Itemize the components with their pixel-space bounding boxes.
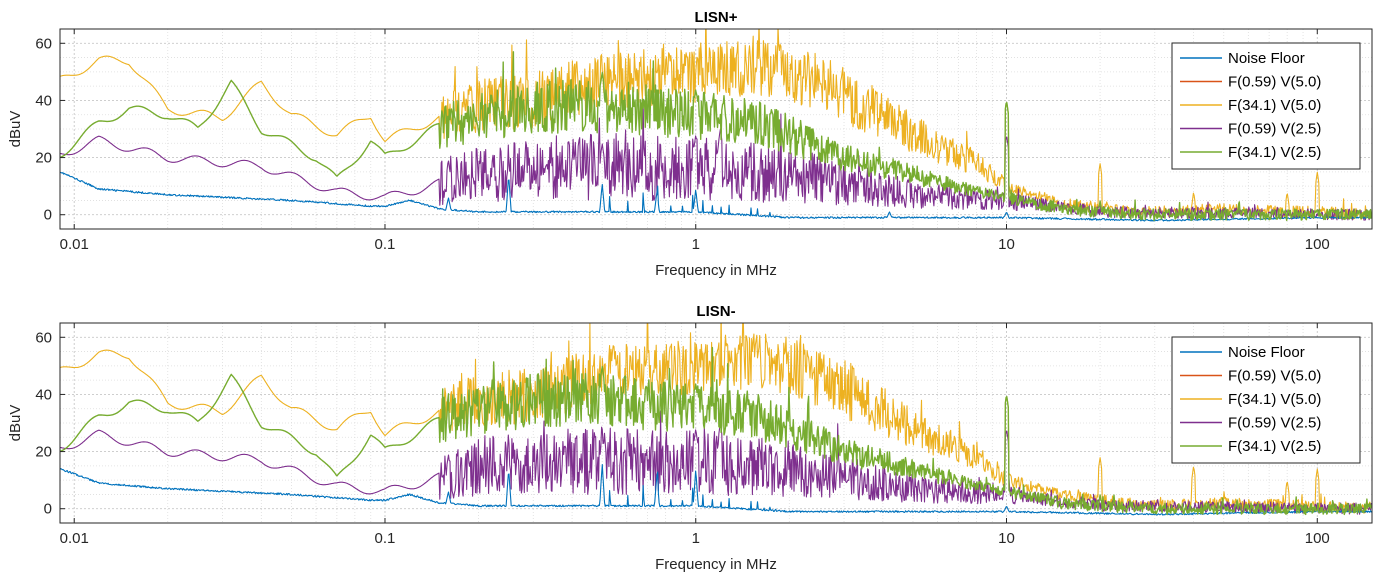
series-layer bbox=[60, 29, 1372, 222]
x-tick-label: 0.01 bbox=[60, 530, 89, 547]
y-tick-label: 40 bbox=[35, 386, 52, 403]
chart-panel-1: 0.01 0.1 1 10 100 0 20 40 60 LISN+ Frequency in MH… bbox=[7, 9, 1373, 279]
x-axis-label: Frequency in MHz bbox=[655, 262, 777, 279]
x-axis-label: Frequency in MHz bbox=[655, 556, 777, 573]
x-tick-label: 1 bbox=[692, 530, 700, 547]
chart-title: LISN+ bbox=[695, 9, 738, 26]
legend-box bbox=[1171, 42, 1361, 170]
series-line-1 bbox=[60, 171, 1372, 222]
legend: Noise Floor F(0.59) V(5.0) F(34.1) V(5.0) F… bbox=[1171, 42, 1361, 170]
legend-label: F(34.1) V(5.0) bbox=[1228, 391, 1321, 408]
plot-area bbox=[60, 29, 1372, 229]
axes-box bbox=[59, 28, 1373, 230]
series-line-5 bbox=[60, 51, 1372, 222]
legend-label: F(0.59) V(2.5) bbox=[1228, 121, 1321, 138]
legend-box bbox=[1171, 336, 1361, 464]
x-tick-label: 10 bbox=[998, 236, 1015, 253]
y-tick-label: 60 bbox=[35, 329, 52, 346]
x-tick-label: 10 bbox=[998, 530, 1015, 547]
legend-label: Noise Floor bbox=[1228, 344, 1305, 361]
legend-label: F(0.59) V(5.0) bbox=[1228, 74, 1321, 91]
axes-box bbox=[59, 322, 1373, 524]
y-tick-label: 0 bbox=[44, 207, 52, 224]
legend-label: F(34.1) V(2.5) bbox=[1228, 144, 1321, 161]
chart-title: LISN- bbox=[696, 303, 735, 320]
legend-label: F(0.59) V(5.0) bbox=[1228, 368, 1321, 385]
legend-label: Noise Floor bbox=[1228, 50, 1305, 67]
series-layer bbox=[60, 323, 1372, 516]
x-tick-label: 100 bbox=[1305, 530, 1330, 547]
x-tick-label: 1 bbox=[692, 236, 700, 253]
x-tick-label: 0.01 bbox=[60, 236, 89, 253]
y-tick-label: 40 bbox=[35, 92, 52, 109]
legend: Noise Floor F(0.59) V(5.0) F(34.1) V(5.0) F… bbox=[1171, 336, 1361, 464]
y-tick-label: 60 bbox=[35, 35, 52, 52]
y-axis-label: dBuV bbox=[7, 405, 24, 442]
legend-label: F(0.59) V(2.5) bbox=[1228, 415, 1321, 432]
chart-panel-2: 0.01 0.1 1 10 100 0 20 40 60 LISN- Frequency in MH… bbox=[7, 303, 1373, 573]
y-tick-label: 20 bbox=[35, 444, 52, 461]
legend-label: F(34.1) V(5.0) bbox=[1228, 97, 1321, 114]
legend-label: F(34.1) V(2.5) bbox=[1228, 438, 1321, 455]
x-tick-label: 100 bbox=[1305, 236, 1330, 253]
y-axis-label: dBuV bbox=[7, 111, 24, 148]
series-line-5 bbox=[60, 346, 1372, 516]
series-line-1 bbox=[60, 464, 1372, 516]
x-tick-label: 0.1 bbox=[375, 530, 396, 547]
y-tick-label: 0 bbox=[44, 501, 52, 518]
x-tick-label: 0.1 bbox=[375, 236, 396, 253]
y-tick-label: 20 bbox=[35, 150, 52, 167]
